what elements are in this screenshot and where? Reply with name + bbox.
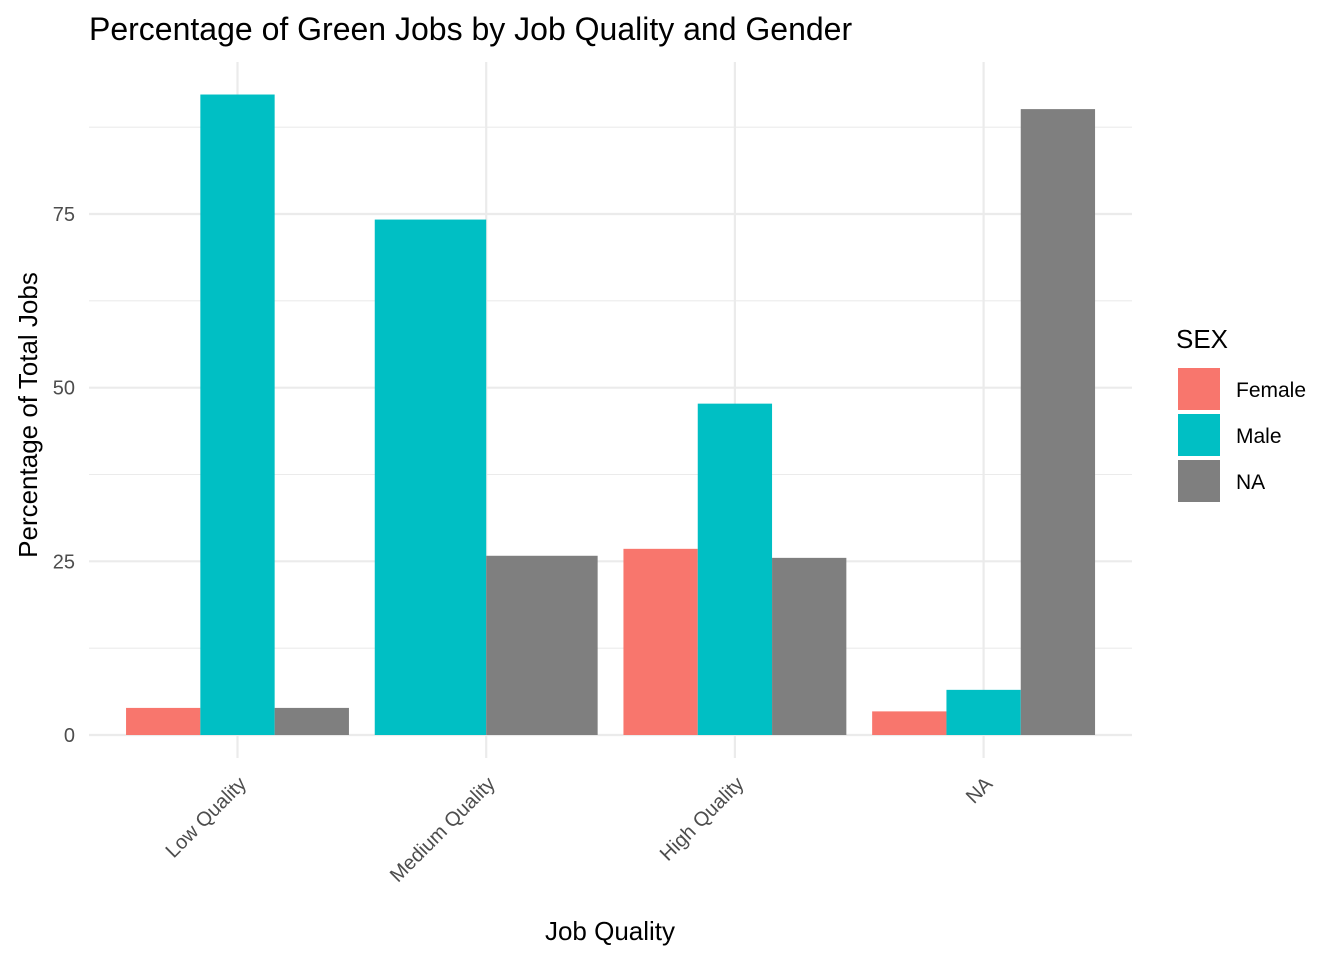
bar-male-low-quality bbox=[200, 94, 275, 735]
legend-label-female: Female bbox=[1236, 379, 1306, 402]
bar-na-low-quality bbox=[274, 707, 349, 735]
legend-title: SEX bbox=[1176, 324, 1228, 354]
x-tick-label: High Quality bbox=[656, 773, 749, 866]
legend-label-male: Male bbox=[1236, 425, 1282, 448]
chart-title: Percentage of Green Jobs by Job Quality … bbox=[89, 11, 852, 47]
bar-male-na bbox=[946, 689, 1021, 735]
legend-label-na: NA bbox=[1236, 471, 1265, 494]
y-axis-title: Percentage of Total Jobs bbox=[13, 272, 43, 558]
y-tick-label: 0 bbox=[64, 725, 75, 747]
legend-key-female bbox=[1178, 368, 1220, 410]
bar-na-high-quality bbox=[772, 557, 847, 735]
x-axis-ticks: Low Quality Medium Quality High Quality NA bbox=[162, 773, 998, 887]
y-tick-label: 25 bbox=[53, 551, 75, 573]
bar-na-medium-quality bbox=[486, 555, 598, 735]
y-tick-label: 50 bbox=[53, 378, 75, 400]
x-tick-label: Low Quality bbox=[162, 773, 251, 862]
bar-female-high-quality bbox=[623, 548, 698, 735]
bar-male-high-quality bbox=[697, 403, 773, 735]
y-axis-ticks: 0 25 50 75 bbox=[53, 204, 75, 747]
x-tick-label: Medium Quality bbox=[386, 773, 500, 887]
legend-key-male bbox=[1178, 414, 1220, 456]
bar-female-low-quality bbox=[126, 707, 201, 735]
bars bbox=[126, 94, 1096, 736]
legend-key-na bbox=[1178, 460, 1220, 502]
x-axis-title: Job Quality bbox=[545, 916, 675, 946]
bar-male-medium-quality bbox=[374, 219, 487, 736]
x-tick-label: NA bbox=[962, 773, 998, 809]
y-tick-label: 75 bbox=[53, 204, 75, 226]
bar-female-na bbox=[872, 711, 947, 735]
bar-na-na bbox=[1020, 109, 1096, 735]
legend: SEX Female Male NA bbox=[1176, 324, 1306, 502]
